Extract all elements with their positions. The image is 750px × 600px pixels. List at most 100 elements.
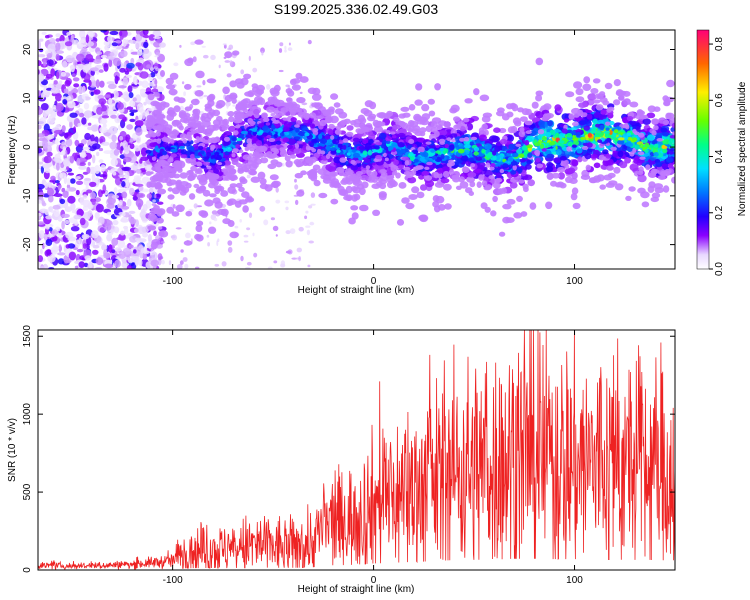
heatmap-cell xyxy=(83,110,93,118)
heatmap-cell xyxy=(403,166,411,171)
heatmap-cell xyxy=(41,140,48,150)
heatmap-cell xyxy=(195,224,203,233)
heatmap-cell xyxy=(346,152,351,156)
heatmap-cell xyxy=(626,116,634,121)
heatmap-cell xyxy=(353,123,362,128)
heatmap-cell xyxy=(534,149,541,156)
heatmap-cell xyxy=(113,57,121,67)
heatmap-cell xyxy=(541,136,547,141)
heatmap-cell xyxy=(59,172,67,180)
heatmap-cell xyxy=(608,130,613,135)
heatmap-cell xyxy=(57,184,62,189)
heatmap-cell xyxy=(348,217,356,225)
heatmap-cell xyxy=(77,123,81,127)
heatmap-cell xyxy=(305,225,311,228)
heatmap-cell xyxy=(99,80,105,88)
heatmap-cell xyxy=(153,66,158,70)
heatmap-cell xyxy=(451,174,460,180)
heatmap-cell xyxy=(61,60,68,68)
heatmap-cell xyxy=(639,143,644,149)
heatmap-cell xyxy=(118,85,127,89)
heatmap-cell xyxy=(516,195,523,202)
heatmap-cell xyxy=(178,111,187,119)
heatmap-cell xyxy=(368,113,377,120)
heatmap-cell xyxy=(217,144,223,149)
heatmap-cell xyxy=(536,163,544,169)
heatmap-cell xyxy=(111,134,117,143)
heatmap-cell xyxy=(67,236,77,242)
heatmap-cell xyxy=(545,201,553,210)
heatmap-cell xyxy=(642,118,651,125)
heatmap-cell xyxy=(267,163,277,170)
heatmap-cell xyxy=(196,138,202,142)
heatmap-cell xyxy=(242,154,251,160)
heatmap-cell xyxy=(404,160,410,166)
heatmap-cell xyxy=(124,171,130,180)
heatmap-cell xyxy=(234,200,242,208)
heatmap-cell xyxy=(255,140,263,147)
x-tick-label: 0 xyxy=(371,276,377,287)
heatmap-cell xyxy=(329,181,336,188)
heatmap-cell xyxy=(393,159,399,166)
heatmap-cell xyxy=(253,108,260,115)
heatmap-cell xyxy=(179,133,187,140)
heatmap-cell xyxy=(132,195,138,201)
heatmap-cell xyxy=(270,159,279,165)
heatmap-cell xyxy=(180,154,187,159)
heatmap-cell xyxy=(295,199,299,205)
heatmap-cell xyxy=(159,160,167,164)
heatmap-cell xyxy=(209,109,216,116)
heatmap-cell xyxy=(285,206,289,211)
heatmap-cell xyxy=(291,84,301,91)
heatmap-cell xyxy=(55,42,61,51)
heatmap-cell xyxy=(481,148,486,154)
heatmap-cell xyxy=(304,132,310,137)
heatmap-cell xyxy=(435,150,441,154)
heatmap-cell xyxy=(213,217,218,222)
heatmap-cell xyxy=(653,143,659,148)
heatmap-cell xyxy=(326,145,331,152)
heatmap-cell xyxy=(498,127,507,134)
heatmap-cell xyxy=(547,120,553,127)
heatmap-cell xyxy=(200,185,206,191)
heatmap-cell xyxy=(246,138,252,145)
heatmap-cell xyxy=(53,209,60,217)
heatmap-cell xyxy=(122,38,127,48)
heatmap-cell xyxy=(140,92,147,98)
heatmap-cell xyxy=(541,148,547,152)
heatmap-cell xyxy=(325,153,331,160)
heatmap-cell xyxy=(272,119,280,124)
heatmap-cell xyxy=(52,104,57,110)
heatmap-cell xyxy=(170,138,175,144)
heatmap-cell xyxy=(279,147,286,152)
heatmap-cell xyxy=(535,157,541,163)
heatmap-cell xyxy=(170,148,178,153)
heatmap-cell xyxy=(217,162,223,166)
heatmap-cell xyxy=(523,186,529,193)
heatmap-cell xyxy=(478,127,485,134)
heatmap-cell xyxy=(238,101,244,106)
heatmap-cell xyxy=(67,187,77,192)
heatmap-cell xyxy=(242,98,251,104)
heatmap-cell xyxy=(414,170,422,176)
heatmap-cell xyxy=(550,180,558,187)
heatmap-cell xyxy=(184,106,192,111)
heatmap-cell xyxy=(385,130,391,134)
heatmap-cell xyxy=(45,215,53,220)
heatmap-cell xyxy=(291,78,301,84)
heatmap-cell xyxy=(246,261,252,266)
heatmap-cell xyxy=(345,131,354,137)
heatmap-cell xyxy=(125,179,129,188)
heatmap-cell xyxy=(370,145,376,150)
heatmap-cell xyxy=(666,79,675,88)
heatmap-cell xyxy=(594,132,601,138)
heatmap-cell xyxy=(146,181,152,188)
heatmap-cell xyxy=(55,102,64,112)
heatmap-cell xyxy=(89,32,94,38)
heatmap-cell xyxy=(606,107,612,113)
heatmap-cell xyxy=(74,139,80,147)
heatmap-cell xyxy=(206,234,210,238)
heatmap-cell xyxy=(297,111,307,118)
heatmap-cell xyxy=(153,41,162,48)
heatmap-cell xyxy=(671,122,675,129)
